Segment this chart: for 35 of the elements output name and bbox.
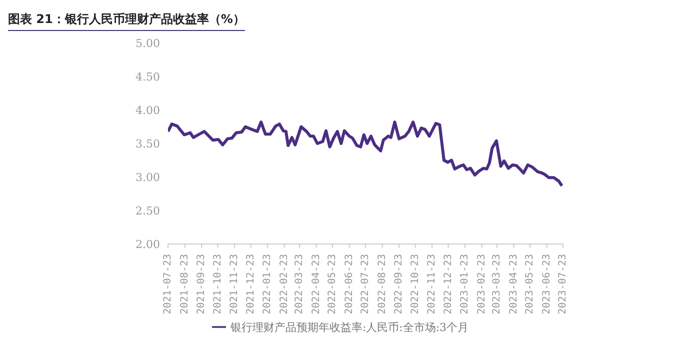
y-tick-label: 4.00 [136, 104, 160, 117]
x-tick-label: 2023-07-23 [558, 254, 568, 314]
line-series [168, 120, 563, 188]
x-tick-label: 2021-09-23 [196, 254, 208, 314]
x-tick-label: 2021-07-23 [162, 254, 174, 314]
x-tick-label: 2023-04-23 [508, 254, 520, 314]
y-tick-label: 2.00 [136, 238, 160, 251]
x-tick-label: 2021-12-23 [245, 254, 256, 314]
x-tick-label: 2022-03-23 [294, 254, 305, 314]
x-tick-label: 2022-10-23 [410, 254, 421, 314]
y-tick-label: 2.50 [136, 204, 160, 218]
x-tick-label: 2021-10-23 [212, 254, 224, 314]
y-tick-label: 5.00 [136, 36, 160, 50]
y-tick-label: 3.00 [136, 170, 160, 184]
legend-label: 银行理财产品预期年收益率:人民币:全市场:3个月 [230, 321, 469, 334]
x-tick-label: 2022-04-23 [310, 254, 322, 314]
x-tick-label: 2023-01-23 [460, 254, 471, 314]
x-tick-label: 2022-09-23 [394, 254, 405, 314]
x-tick-label: 2021-11-23 [229, 254, 240, 314]
y-tick-label: 4.50 [136, 70, 160, 84]
x-tick-label: 2021-08-23 [179, 254, 190, 314]
x-tick-label: 2022-02-23 [278, 254, 290, 314]
x-tick-label: 2022-07-23 [360, 254, 371, 314]
x-tick-label: 2023-05-23 [524, 254, 536, 314]
x-tick-label: 2022-08-23 [376, 254, 388, 314]
x-tick-label: 2022-12-23 [442, 254, 454, 314]
x-tick-label: 2022-11-23 [426, 254, 438, 314]
chart-title: 图表 21：银行人民币理财产品收益率（%） [8, 11, 245, 31]
x-tick-label: 2023-06-23 [541, 254, 552, 314]
x-tick-label: 2023-03-23 [491, 254, 502, 314]
y-tick-label: 3.50 [136, 137, 160, 150]
x-tick-label: 2023-02-23 [476, 254, 488, 314]
x-tick-label: 2022-01-23 [262, 254, 274, 314]
x-tick-label: 2022-05-23 [326, 254, 338, 314]
x-tick-label: 2022-06-23 [344, 254, 355, 314]
